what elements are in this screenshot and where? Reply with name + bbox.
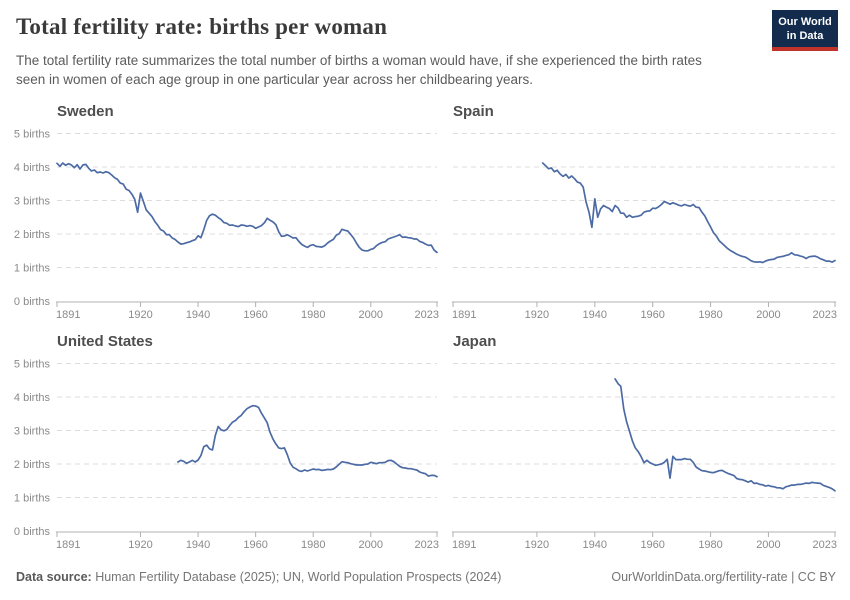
owid-logo-line2: in Data [786, 30, 824, 42]
svg-text:2000: 2000 [359, 539, 383, 551]
attribution-note: OurWorldinData.org/fertility-rate | CC B… [611, 570, 836, 584]
svg-text:2 births: 2 births [14, 229, 51, 241]
svg-text:1980: 1980 [698, 309, 722, 321]
line-chart-united-states: 0 births 1 births 2 births 3 births 4 births… [14, 359, 439, 552]
svg-text:2023: 2023 [415, 309, 439, 321]
svg-text:0 births: 0 births [14, 526, 51, 538]
svg-text:1940: 1940 [583, 309, 607, 321]
svg-text:1940: 1940 [583, 539, 607, 551]
svg-text:1960: 1960 [640, 309, 664, 321]
svg-text:3 births: 3 births [14, 196, 51, 208]
svg-text:1920: 1920 [525, 539, 549, 551]
svg-text:1940: 1940 [186, 309, 210, 321]
chart-panel-japan: 1891 1920 1940 1960 1980 2000 2023 Japan [445, 326, 850, 556]
chart-panel-united-states: 0 births 1 births 2 births 3 births 4 births… [0, 326, 445, 556]
chart-title-spain: Spain [453, 103, 494, 120]
data-source-text: Human Fertility Database (2025); UN, Wor… [91, 570, 502, 584]
svg-text:2000: 2000 [756, 309, 780, 321]
svg-text:1960: 1960 [640, 539, 664, 551]
svg-text:5 births: 5 births [14, 359, 51, 371]
svg-text:1960: 1960 [243, 539, 267, 551]
svg-text:1920: 1920 [525, 309, 549, 321]
svg-text:1891: 1891 [452, 309, 476, 321]
page-title: Total fertility rate: births per woman [16, 14, 388, 39]
chart-title-sweden: Sweden [57, 103, 114, 120]
line-chart-sweden: 0 births 1 births 2 births 3 births 4 births… [14, 129, 439, 322]
svg-text:2023: 2023 [813, 539, 837, 551]
chart-footer: Data source: Human Fertility Database (2… [16, 570, 836, 584]
svg-text:2 births: 2 births [14, 459, 51, 471]
svg-text:2023: 2023 [415, 539, 439, 551]
svg-text:4 births: 4 births [14, 162, 51, 174]
line-chart-japan: 1891 1920 1940 1960 1980 2000 2023 [452, 363, 837, 551]
svg-text:1891: 1891 [56, 539, 80, 551]
svg-text:1 births: 1 births [14, 493, 51, 505]
svg-text:5 births: 5 births [14, 129, 51, 141]
svg-text:1940: 1940 [186, 539, 210, 551]
license-text: | CC BY [787, 570, 836, 584]
svg-text:1 births: 1 births [14, 263, 51, 275]
chart-subtitle: The total fertility rate summarizes the … [16, 53, 702, 87]
svg-text:0 births: 0 births [14, 296, 51, 308]
line-chart-spain: 1891 1920 1940 1960 1980 2000 2023 [452, 133, 837, 321]
owid-url-link[interactable]: OurWorldinData.org/fertility-rate [611, 570, 788, 584]
svg-text:4 births: 4 births [14, 392, 51, 404]
svg-text:1920: 1920 [128, 309, 152, 321]
svg-text:1980: 1980 [698, 539, 722, 551]
chart-title-japan: Japan [453, 333, 497, 350]
owid-logo-line1: Our World [778, 16, 832, 28]
svg-text:1891: 1891 [452, 539, 476, 551]
svg-text:2000: 2000 [756, 539, 780, 551]
chart-panel-spain: 1891 1920 1940 1960 1980 2000 2023 Spain [445, 96, 850, 326]
svg-text:3 births: 3 births [14, 426, 51, 438]
owid-logo[interactable]: Our World in Data [772, 10, 838, 51]
data-source-note: Data source: Human Fertility Database (2… [16, 570, 501, 584]
svg-text:1920: 1920 [128, 539, 152, 551]
svg-text:1960: 1960 [243, 309, 267, 321]
svg-text:1891: 1891 [56, 309, 80, 321]
svg-text:1980: 1980 [301, 309, 325, 321]
chart-title-united-states: United States [57, 333, 153, 350]
svg-text:1980: 1980 [301, 539, 325, 551]
svg-text:2000: 2000 [359, 309, 383, 321]
chart-panel-sweden: 0 births 1 births 2 births 3 births 4 births… [0, 96, 445, 326]
svg-text:2023: 2023 [813, 309, 837, 321]
data-source-label: Data source: [16, 570, 92, 584]
